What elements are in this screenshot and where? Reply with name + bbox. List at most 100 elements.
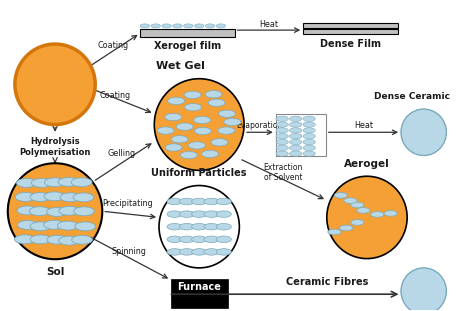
Text: Hydrolysis
Polymerisation: Hydrolysis Polymerisation: [19, 137, 91, 157]
Ellipse shape: [176, 123, 193, 130]
Bar: [276, 114, 326, 156]
Ellipse shape: [71, 178, 92, 187]
Ellipse shape: [290, 151, 302, 156]
Ellipse shape: [167, 249, 182, 255]
Text: Metal
Alkoxide
Solution: Metal Alkoxide Solution: [33, 69, 77, 99]
Text: Heat: Heat: [354, 121, 373, 130]
Ellipse shape: [75, 222, 96, 231]
Ellipse shape: [303, 139, 315, 145]
Text: Spinning: Spinning: [112, 247, 146, 256]
Ellipse shape: [219, 110, 236, 117]
Ellipse shape: [276, 145, 288, 151]
Text: Evaporation: Evaporation: [237, 121, 283, 130]
Ellipse shape: [290, 133, 302, 139]
Ellipse shape: [191, 236, 207, 243]
Text: Precipitating: Precipitating: [102, 199, 153, 208]
Ellipse shape: [204, 198, 219, 205]
Text: Coating: Coating: [100, 91, 131, 100]
Ellipse shape: [73, 193, 94, 202]
Ellipse shape: [60, 193, 81, 202]
Ellipse shape: [157, 127, 174, 134]
Ellipse shape: [58, 178, 79, 186]
Ellipse shape: [167, 236, 182, 243]
Ellipse shape: [216, 211, 231, 217]
Ellipse shape: [303, 128, 315, 133]
Ellipse shape: [167, 198, 182, 205]
Ellipse shape: [216, 198, 231, 205]
Ellipse shape: [155, 79, 244, 170]
Ellipse shape: [167, 224, 182, 230]
Ellipse shape: [165, 144, 182, 151]
Text: Coating: Coating: [98, 41, 129, 50]
Ellipse shape: [194, 127, 211, 135]
Ellipse shape: [224, 118, 241, 126]
Ellipse shape: [44, 220, 64, 229]
Ellipse shape: [201, 150, 219, 158]
Ellipse shape: [204, 249, 219, 255]
Text: Dense Ceramic: Dense Ceramic: [374, 92, 450, 101]
Ellipse shape: [204, 224, 219, 230]
Ellipse shape: [276, 151, 288, 156]
Ellipse shape: [384, 211, 397, 216]
Bar: [303, 23, 398, 28]
Ellipse shape: [165, 114, 182, 121]
Ellipse shape: [159, 186, 239, 268]
Ellipse shape: [194, 116, 210, 124]
Ellipse shape: [30, 222, 51, 231]
Ellipse shape: [191, 224, 207, 230]
Ellipse shape: [276, 128, 288, 133]
Ellipse shape: [216, 236, 231, 243]
Ellipse shape: [179, 236, 194, 243]
Ellipse shape: [401, 268, 447, 311]
Ellipse shape: [194, 24, 204, 28]
Ellipse shape: [179, 249, 194, 255]
Text: Xerogel film: Xerogel film: [154, 41, 221, 51]
Ellipse shape: [31, 179, 52, 188]
Ellipse shape: [290, 139, 302, 145]
Ellipse shape: [151, 24, 160, 28]
Text: Sol: Sol: [46, 267, 64, 276]
Ellipse shape: [216, 249, 231, 255]
Ellipse shape: [167, 211, 182, 217]
Ellipse shape: [188, 142, 205, 149]
Ellipse shape: [303, 151, 315, 156]
Ellipse shape: [191, 211, 207, 217]
Ellipse shape: [179, 198, 194, 205]
Ellipse shape: [184, 91, 201, 99]
Text: Heat: Heat: [260, 20, 279, 29]
Ellipse shape: [179, 211, 194, 217]
Ellipse shape: [140, 24, 150, 28]
Bar: [303, 29, 398, 34]
Ellipse shape: [47, 235, 68, 244]
Ellipse shape: [371, 211, 384, 217]
Text: Uniform Particles: Uniform Particles: [151, 168, 247, 178]
Ellipse shape: [303, 133, 315, 139]
Ellipse shape: [168, 97, 185, 104]
Bar: [140, 29, 235, 37]
Ellipse shape: [15, 193, 36, 202]
Ellipse shape: [15, 235, 36, 244]
Ellipse shape: [216, 24, 226, 28]
Bar: [171, 296, 228, 308]
Ellipse shape: [45, 178, 65, 187]
Ellipse shape: [44, 192, 65, 201]
Text: Wet Gel: Wet Gel: [156, 61, 205, 71]
Ellipse shape: [303, 116, 315, 121]
Ellipse shape: [218, 127, 235, 134]
Ellipse shape: [17, 206, 38, 215]
Ellipse shape: [290, 145, 302, 151]
Ellipse shape: [59, 236, 80, 245]
Ellipse shape: [357, 207, 370, 213]
Ellipse shape: [30, 235, 51, 244]
Ellipse shape: [276, 133, 288, 139]
Ellipse shape: [205, 24, 215, 28]
Ellipse shape: [15, 44, 95, 124]
Ellipse shape: [211, 139, 228, 146]
Ellipse shape: [204, 211, 219, 217]
Ellipse shape: [276, 116, 288, 121]
Ellipse shape: [303, 145, 315, 151]
Ellipse shape: [46, 207, 67, 216]
Text: Gelling: Gelling: [107, 150, 135, 158]
Ellipse shape: [185, 104, 201, 111]
Ellipse shape: [401, 109, 447, 156]
